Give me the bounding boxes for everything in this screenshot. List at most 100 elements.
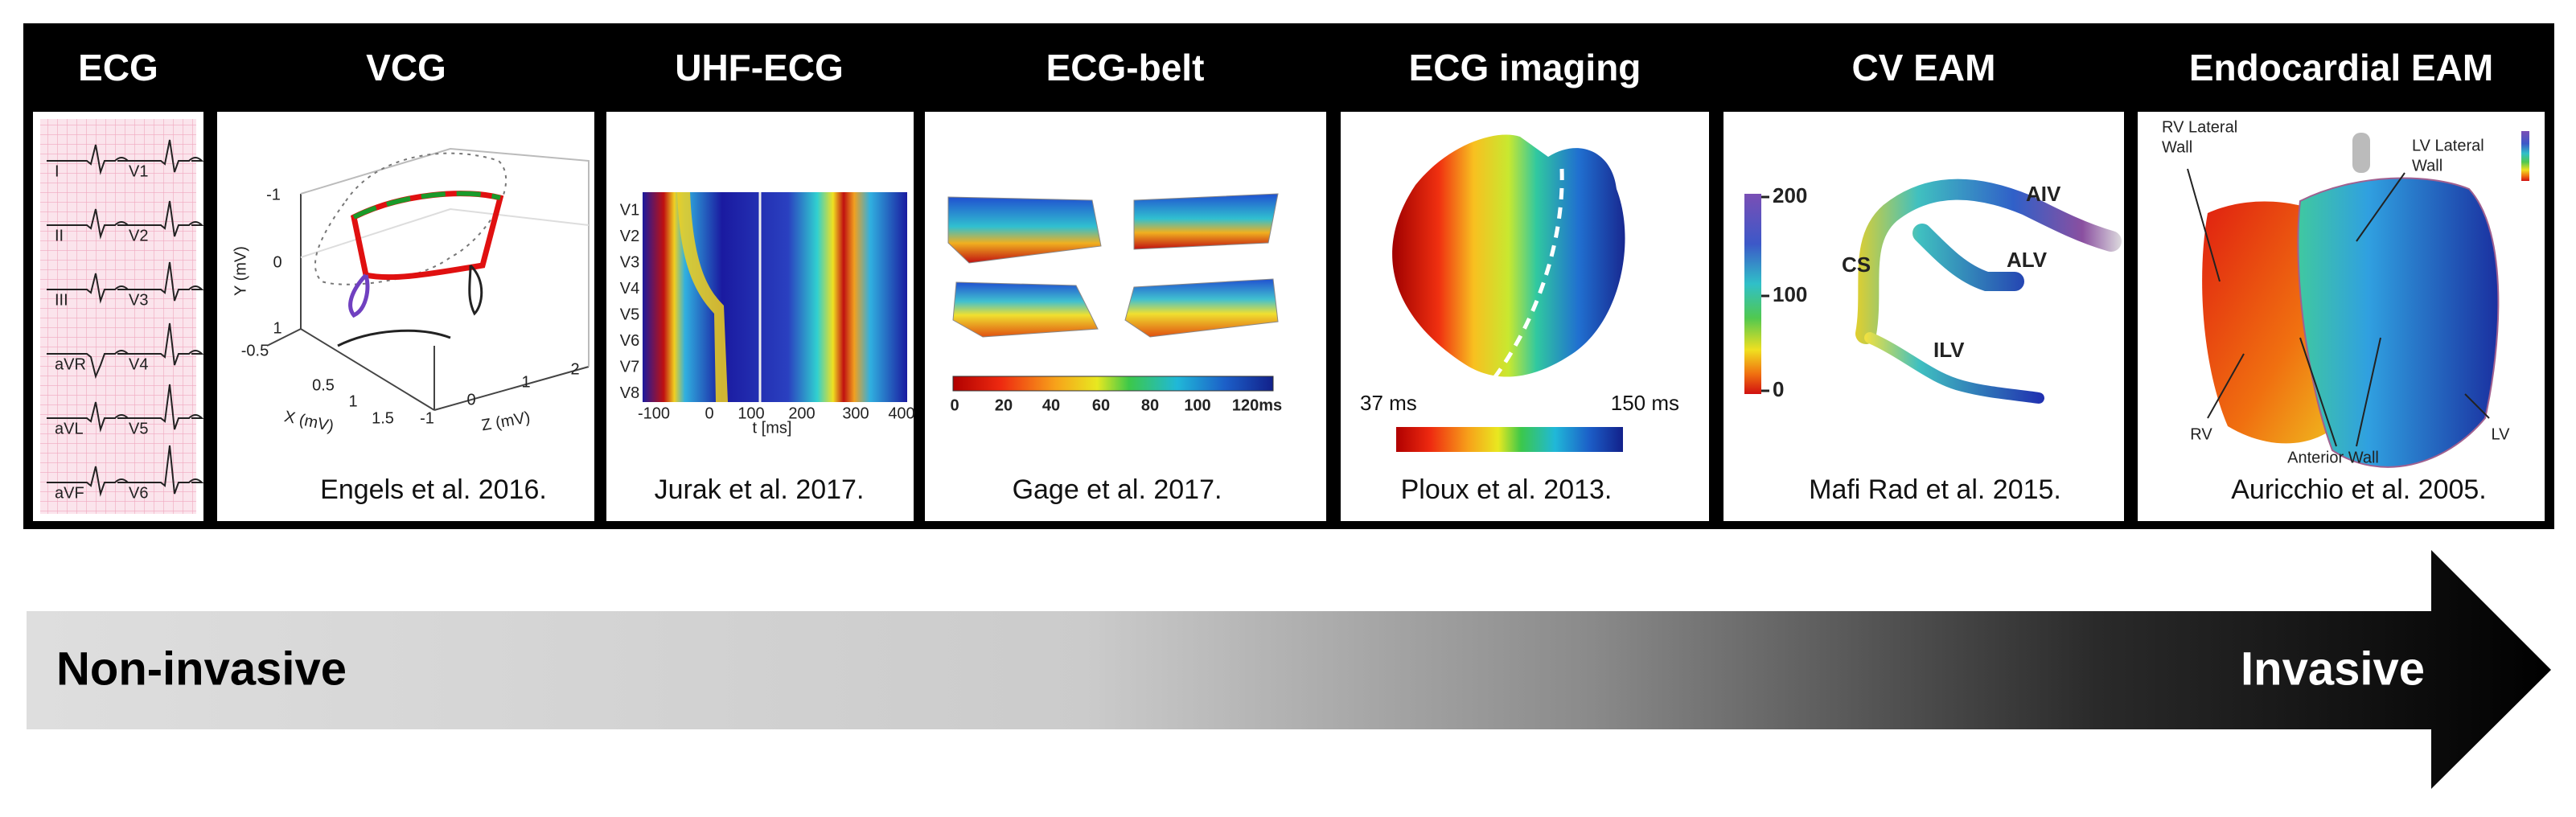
uhf-lead-label: V6 — [620, 332, 639, 350]
vcg-axis — [266, 328, 590, 411]
uhf-lead-label: V5 — [620, 306, 639, 323]
vcg-loop-green — [352, 191, 501, 220]
belt-map — [952, 281, 1099, 338]
ecg-lead-label: V5 — [129, 420, 148, 437]
ecg-lead-label: V3 — [129, 291, 148, 309]
vcg-y-tick: 1 — [273, 319, 281, 337]
ecg-trace — [47, 466, 130, 497]
ecg-lead-label: aVL — [55, 420, 84, 437]
ecg-trace — [47, 273, 130, 304]
panel-box — [217, 112, 594, 521]
belt-colorbar-label: 60 — [1092, 396, 1110, 414]
vcg-z-tick: 1 — [521, 373, 530, 391]
citation: Ploux et al. 2013. — [1401, 474, 1613, 505]
citation: Engels et al. 2016. — [320, 474, 547, 505]
ecg-trace — [47, 350, 130, 380]
belt-colorbar-label: 80 — [1141, 396, 1159, 414]
panel-title: Endocardial EAM — [2189, 47, 2493, 88]
cv-vein-label: ALV — [2007, 248, 2048, 272]
ecg-lead-label: V2 — [129, 227, 148, 244]
uhf-band — [677, 192, 728, 402]
uhf-tick: 100 — [737, 404, 764, 422]
vcg-x-tick: 0.5 — [312, 376, 335, 394]
vein — [1912, 224, 2024, 291]
vcg-axis-label: Y (mV) — [232, 246, 249, 296]
belt-colorbar-label: 100 — [1184, 396, 1210, 414]
panel-box — [1723, 112, 2124, 521]
ecg-trace — [47, 208, 130, 240]
ecg-lead-label: I — [55, 162, 60, 180]
panel-title: ECG — [78, 47, 158, 88]
imaging-colorbar-label: 150 ms — [1611, 391, 1679, 415]
endo-label: RV Lateral — [2162, 118, 2237, 136]
uhf-tick: 0 — [705, 404, 713, 422]
panel-title: UHF-ECG — [675, 47, 844, 88]
uhf-tick: 400 — [888, 404, 914, 422]
belt-map — [947, 196, 1102, 264]
ecg-lead-label: aVR — [55, 355, 86, 373]
arrow-right-label: Invasive — [2241, 643, 2425, 695]
cv-colorbar-label: 100 — [1773, 282, 1807, 306]
uhf-lead-label: V7 — [620, 358, 639, 376]
vcg-loop-black — [337, 264, 483, 347]
panel-title: VCG — [366, 47, 446, 88]
panel-title: ECG imaging — [1409, 47, 1641, 88]
vcg-y-tick: -1 — [266, 186, 281, 203]
belt-map — [1133, 193, 1279, 250]
cv-colorbar — [1744, 194, 1761, 394]
cv-vein-label: AIV — [2026, 182, 2061, 206]
panel-title: CV EAM — [1852, 47, 1996, 88]
vcg-axis — [300, 207, 590, 258]
uhf-tick: -100 — [638, 404, 670, 422]
heart-map — [1392, 134, 1625, 377]
cv-vein-label: CS — [1842, 252, 1871, 277]
vcg-x-tick: 1.5 — [372, 409, 394, 427]
ecg-trace — [121, 445, 204, 495]
uhf-lead-label: V8 — [620, 384, 639, 402]
citation: Auricchio et al. 2005. — [2231, 474, 2487, 505]
ecg-paper — [40, 119, 196, 514]
vein — [1864, 332, 2044, 404]
uhf-lead-label: V2 — [620, 228, 639, 245]
invasiveness-arrow — [27, 550, 2551, 789]
uhf-axis-label: t [ms] — [753, 419, 792, 437]
ecg-lead-label: aVF — [55, 484, 84, 502]
ecg-trace — [47, 144, 130, 175]
uhf-lead-label: V4 — [620, 280, 639, 298]
vein — [1855, 179, 2122, 344]
probe — [2352, 133, 2370, 173]
ecg-lead-label: II — [55, 227, 64, 244]
vcg-x-tick: 1 — [348, 392, 357, 410]
citation: Gage et al. 2017. — [1013, 474, 1222, 505]
ecg-trace — [47, 401, 130, 433]
uhf-lead-label: V1 — [620, 201, 639, 219]
vcg-z-tick: -1 — [420, 409, 434, 427]
uhf-tick: 300 — [842, 404, 869, 422]
belt-colorbar-label: 40 — [1042, 396, 1060, 414]
vcg-axis — [300, 147, 590, 367]
ecg-lead-label: V1 — [129, 162, 148, 180]
endo-label: Wall — [2162, 138, 2192, 156]
belt-colorbar-label: 0 — [950, 396, 959, 414]
arrow-left-label: Non-invasive — [56, 643, 347, 695]
uhf-lead-label: V3 — [620, 253, 639, 271]
vcg-x-tick: -0.5 — [241, 342, 269, 359]
ecg-trace — [121, 139, 204, 173]
ecg-trace — [121, 261, 204, 302]
imaging-colorbar-label: 37 ms — [1360, 391, 1417, 415]
imaging-colorbar — [1396, 427, 1623, 452]
endo-label: Wall — [2412, 157, 2442, 174]
belt-colorbar-label: 120ms — [1232, 396, 1282, 414]
ecg-trace — [121, 384, 204, 430]
annotation-lines — [2187, 168, 2490, 447]
citation: Jurak et al. 2017. — [655, 474, 865, 505]
endo-colorbar — [2521, 131, 2529, 181]
endo-label: RV — [2190, 425, 2212, 443]
vcg-z-tick: 2 — [570, 360, 579, 378]
belt-map — [1124, 278, 1279, 338]
belt-colorbar-label: 20 — [995, 396, 1013, 414]
endo-label: LV Lateral — [2412, 137, 2484, 154]
belt-colorbar — [952, 376, 1274, 392]
